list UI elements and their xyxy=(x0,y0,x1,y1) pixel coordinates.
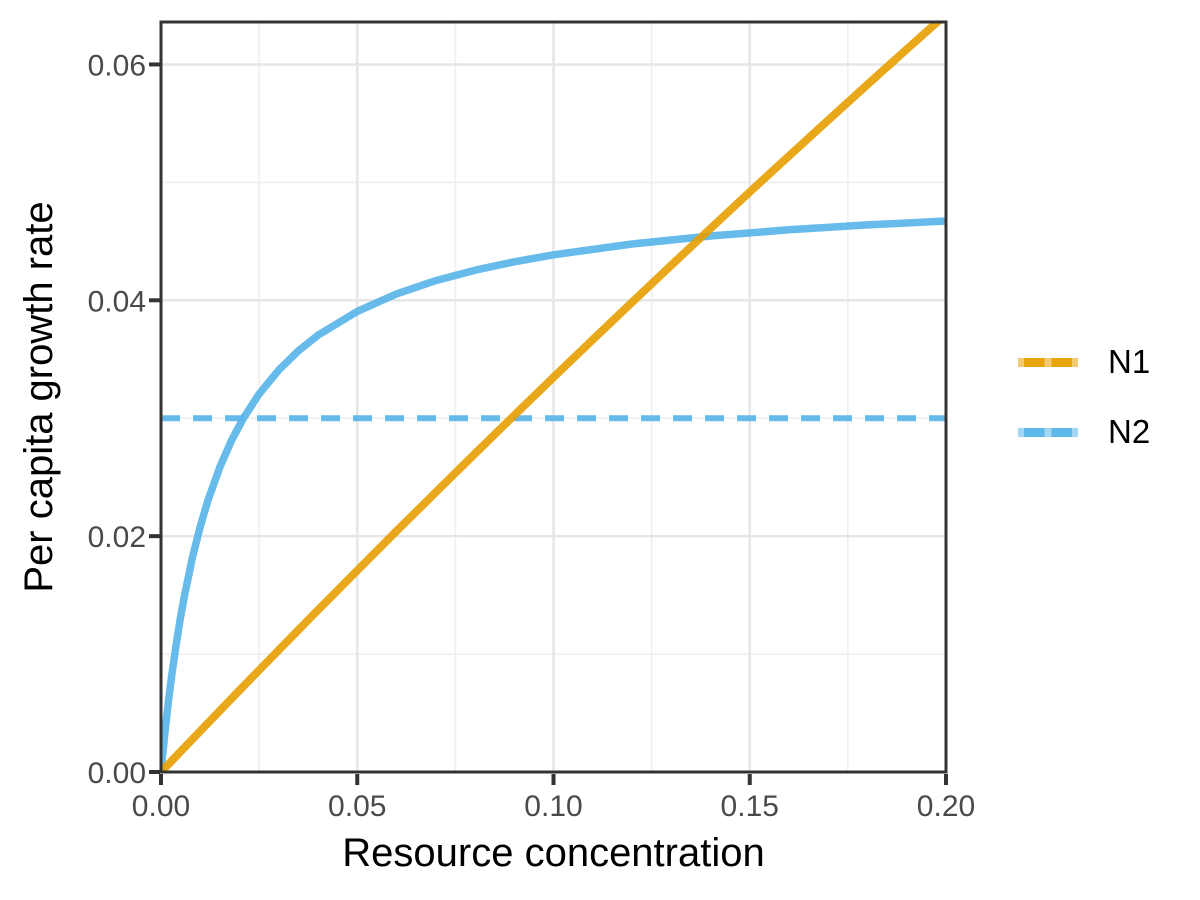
x-tick-label: 0.15 xyxy=(721,790,779,823)
legend-key-n1 xyxy=(1018,357,1078,367)
legend-key-n2 xyxy=(1018,427,1078,437)
series-N2 xyxy=(161,217,946,772)
legend-label-n1: N1 xyxy=(1108,343,1151,380)
legend-entry-n2: N2 xyxy=(1018,414,1150,450)
x-axis-title: Resource concentration xyxy=(342,831,765,875)
y-tick-label: 0.00 xyxy=(88,757,146,790)
y-tick-label: 0.04 xyxy=(88,285,146,318)
x-tick-label: 0.05 xyxy=(328,790,386,823)
y-tick-label: 0.02 xyxy=(88,521,146,554)
panel-border xyxy=(159,20,948,774)
series-N1 xyxy=(161,22,944,772)
x-tick-label: 0.10 xyxy=(524,790,582,823)
legend-label-n2: N2 xyxy=(1108,413,1151,450)
y-tick-label: 0.06 xyxy=(88,49,146,82)
legend-entry-n1: N1 xyxy=(1018,344,1150,380)
x-tick-label: 0.00 xyxy=(132,790,190,823)
y-axis-title: Per capita growth rate xyxy=(17,201,61,593)
x-tick-label: 0.20 xyxy=(917,790,975,823)
